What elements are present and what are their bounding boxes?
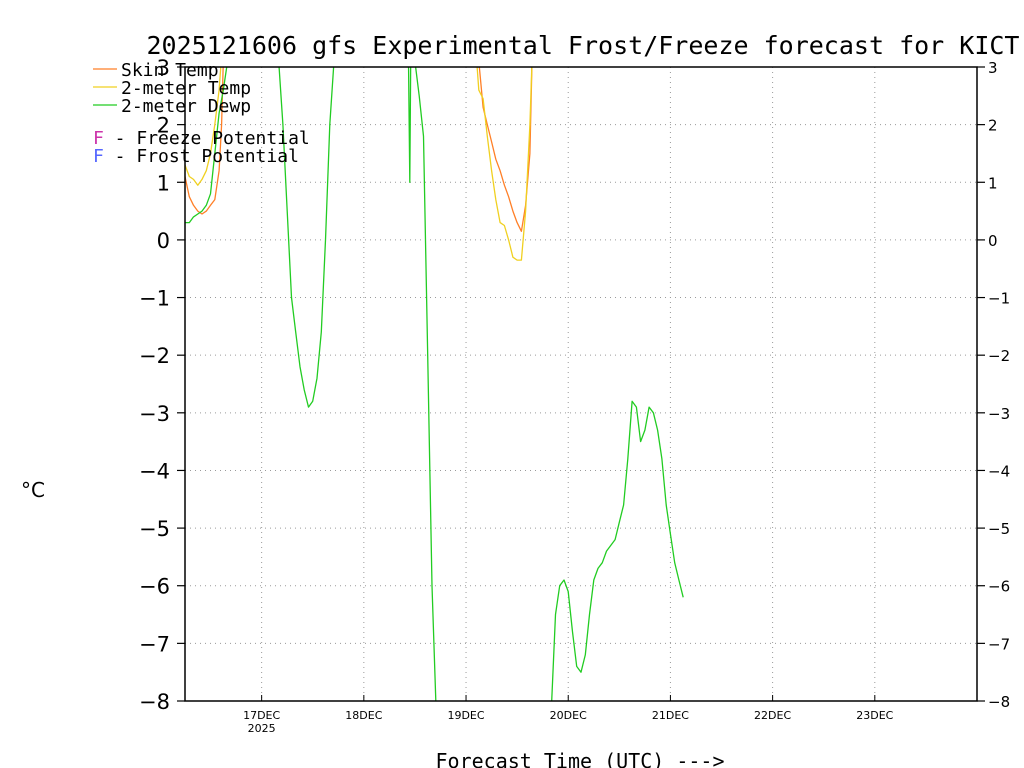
y-tick-label-right: −2 [988,347,1010,365]
y-tick-label-right: −8 [988,693,1010,711]
y-tick-label-right: 1 [988,174,998,192]
y-tick-label: 0 [157,229,170,253]
x-tick-label: 23DEC [856,709,893,722]
chart-title: 2025121606 gfs Experimental Frost/Freeze… [147,31,1020,60]
y-tick-label: −8 [139,690,170,714]
series-line-2-meter-temp [476,67,533,261]
legend-label: 2-meter Temp [121,78,251,99]
legend-label: Skin Temp [121,60,219,81]
y-tick-label: −1 [139,287,170,311]
series-line-2-meter-dewp [407,67,412,183]
y-tick-label-right: −3 [988,405,1010,423]
series-line-2-meter-temp [185,67,222,186]
potential-label: - Frost Potential [104,146,299,167]
potential-letter: F [93,128,104,149]
y-tick-label-right: −7 [988,635,1010,653]
grid [185,67,977,701]
series-lines [185,67,684,701]
y-tick-label: 1 [157,171,170,195]
y-axis: 3 3 2 2 1 1 0 0 −1 −1 −2 −2 −3 −3 −4 −4 −5 −5 −6 −6 −7 −7 −8 −8 [139,56,1010,714]
y-tick-label: −7 [139,632,170,656]
x-axis-label: Forecast Time (UTC) ---> [436,749,725,768]
series-line-skin-temp [478,67,533,232]
series-line-2-meter-dewp [414,67,437,701]
series-line-skin-temp [185,67,224,215]
y-tick-label: −4 [139,459,170,483]
x-tick-label: 19DEC [447,709,484,722]
legend-label: 2-meter Dewp [121,96,251,117]
y-tick-label: −5 [139,517,170,541]
x-tick-label: 17DEC [243,709,280,722]
potential-label: - Freeze Potential [104,128,310,149]
y-tick-label: −6 [139,575,170,599]
legend-potential: F - Frost Potential [93,146,299,167]
y-tick-label: 3 [157,56,170,80]
y-tick-label-right: −4 [988,462,1010,480]
x-tick-sublabel: 2025 [248,722,276,735]
y-tick-label: −2 [139,344,170,368]
y-tick-label-right: −1 [988,290,1010,308]
y-tick-label-right: 3 [988,59,998,77]
y-axis-label: °C [21,478,45,502]
y-tick-label-right: 0 [988,232,998,250]
legend-potential: F - Freeze Potential [93,128,310,149]
y-tick-label-right: −6 [988,578,1010,596]
series-line-2-meter-dewp [278,67,335,408]
potential-letter: F [93,146,104,167]
y-tick-label-right: −5 [988,520,1010,538]
y-tick-label: 2 [157,114,170,138]
x-tick-label: 21DEC [652,709,689,722]
x-tick-label: 22DEC [754,709,791,722]
y-tick-label-right: 2 [988,117,998,135]
series-line-2-meter-dewp [185,67,228,224]
x-tick-label: 20DEC [550,709,587,722]
plot-frame [184,66,978,702]
series-line-2-meter-dewp [551,400,684,701]
x-tick-label: 18DEC [345,709,382,722]
y-tick-label: −3 [139,402,170,426]
